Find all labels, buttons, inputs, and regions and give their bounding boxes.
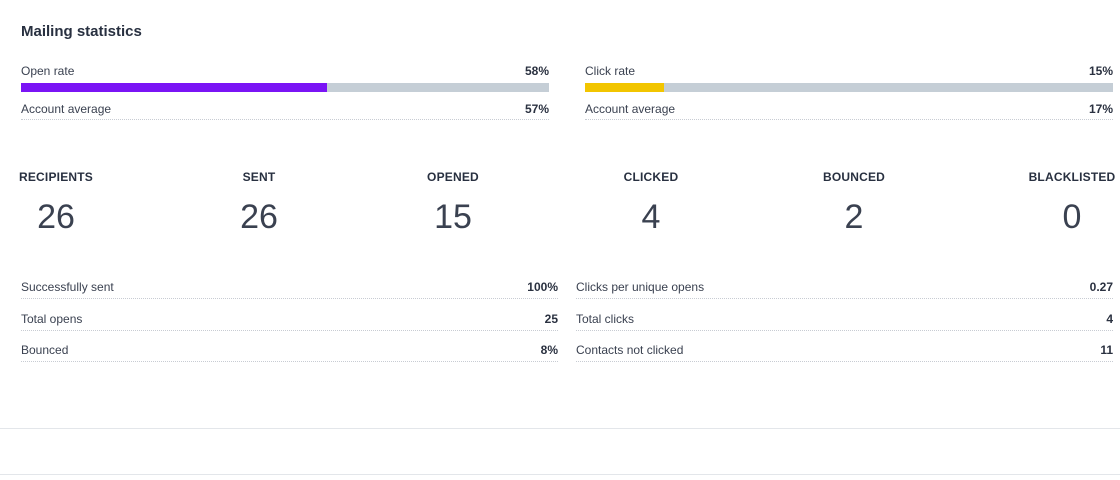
detail-label: Contacts not clicked: [576, 343, 684, 357]
click-rate-progress-fill: [585, 83, 665, 92]
click-rate-account-average-row: Account average 17%: [585, 101, 1113, 120]
detail-contacts-not-clicked: Contacts not clicked 11: [576, 342, 1113, 362]
click-rate-block: Click rate 15% Account average 17%: [585, 63, 1113, 120]
panel-title: Mailing statistics: [21, 23, 142, 40]
detail-total-clicks: Total clicks 4: [576, 311, 1113, 331]
stat-recipients-value: 26: [37, 198, 75, 236]
stat-opened-label: OPENED: [427, 170, 479, 184]
stat-clicked: CLICKED 4: [591, 169, 711, 237]
detail-label: Clicks per unique opens: [576, 280, 705, 294]
stat-blacklisted-label: BLACKLISTED: [1028, 170, 1116, 184]
detail-value: 4: [1106, 311, 1113, 326]
bottom-divider: [0, 474, 1120, 475]
stat-clicked-label: CLICKED: [623, 170, 679, 184]
click-rate-account-average-label: Account average: [585, 102, 676, 116]
detail-value: 8%: [540, 343, 558, 357]
detail-value: 11: [1100, 343, 1113, 357]
stat-bounced: BOUNCED 2: [794, 169, 914, 237]
open-rate-account-average-value: 57%: [524, 102, 549, 116]
open-rate-account-average-row: Account average 57%: [21, 101, 549, 120]
details-left: Successfully sent 100% Total opens 25 Bo…: [21, 279, 558, 374]
open-rate-label: Open rate: [21, 64, 75, 78]
stat-opened-value: 15: [434, 198, 472, 236]
open-rate-value: 58%: [524, 64, 549, 78]
open-rate-progress-fill: [21, 83, 328, 92]
detail-label: Total opens: [21, 311, 83, 326]
click-rate-label: Click rate: [585, 64, 636, 78]
stat-sent: SENT 26: [199, 169, 319, 237]
click-rate-account-average-value: 17%: [1088, 102, 1113, 116]
details-right: Clicks per unique opens 0.27 Total click…: [576, 279, 1113, 374]
open-rate-block: Open rate 58% Account average 57%: [21, 63, 549, 120]
stat-sent-label: SENT: [242, 170, 276, 184]
stat-bounced-label: BOUNCED: [822, 170, 886, 184]
detail-value: 100%: [527, 280, 558, 294]
detail-successfully-sent: Successfully sent 100%: [21, 279, 558, 299]
stat-blacklisted-value: 0: [1062, 198, 1082, 236]
stat-sent-value: 26: [240, 198, 278, 236]
detail-total-opens: Total opens 25: [21, 311, 558, 331]
open-rate-progress-bar: [21, 83, 549, 92]
detail-value: 25: [544, 311, 558, 326]
detail-bounced: Bounced 8%: [21, 342, 558, 362]
stat-clicked-value: 4: [641, 198, 661, 236]
detail-label: Total clicks: [576, 311, 635, 326]
stat-bounced-value: 2: [844, 198, 864, 236]
stat-blacklisted: BLACKLISTED 0: [1012, 169, 1120, 237]
stat-recipients: RECIPIENTS 26: [0, 169, 116, 237]
stat-opened: OPENED 15: [393, 169, 513, 237]
click-rate-value: 15%: [1088, 64, 1113, 78]
detail-value: 0.27: [1089, 280, 1113, 294]
open-rate-account-average-label: Account average: [21, 102, 112, 116]
detail-label: Successfully sent: [21, 280, 114, 294]
stat-recipients-label: RECIPIENTS: [18, 170, 93, 184]
stats-summary: RECIPIENTS 26 SENT 26 OPENED 15 CLICKED …: [0, 169, 1120, 239]
detail-clicks-per-unique-opens: Clicks per unique opens 0.27: [576, 279, 1113, 299]
detail-label: Bounced: [21, 343, 69, 357]
open-rate-row: Open rate 58%: [21, 63, 549, 81]
click-rate-progress-bar: [585, 83, 1113, 92]
mailing-statistics-panel: Mailing statistics Open rate 58% Account…: [0, 23, 1120, 429]
click-rate-row: Click rate 15%: [585, 63, 1113, 81]
